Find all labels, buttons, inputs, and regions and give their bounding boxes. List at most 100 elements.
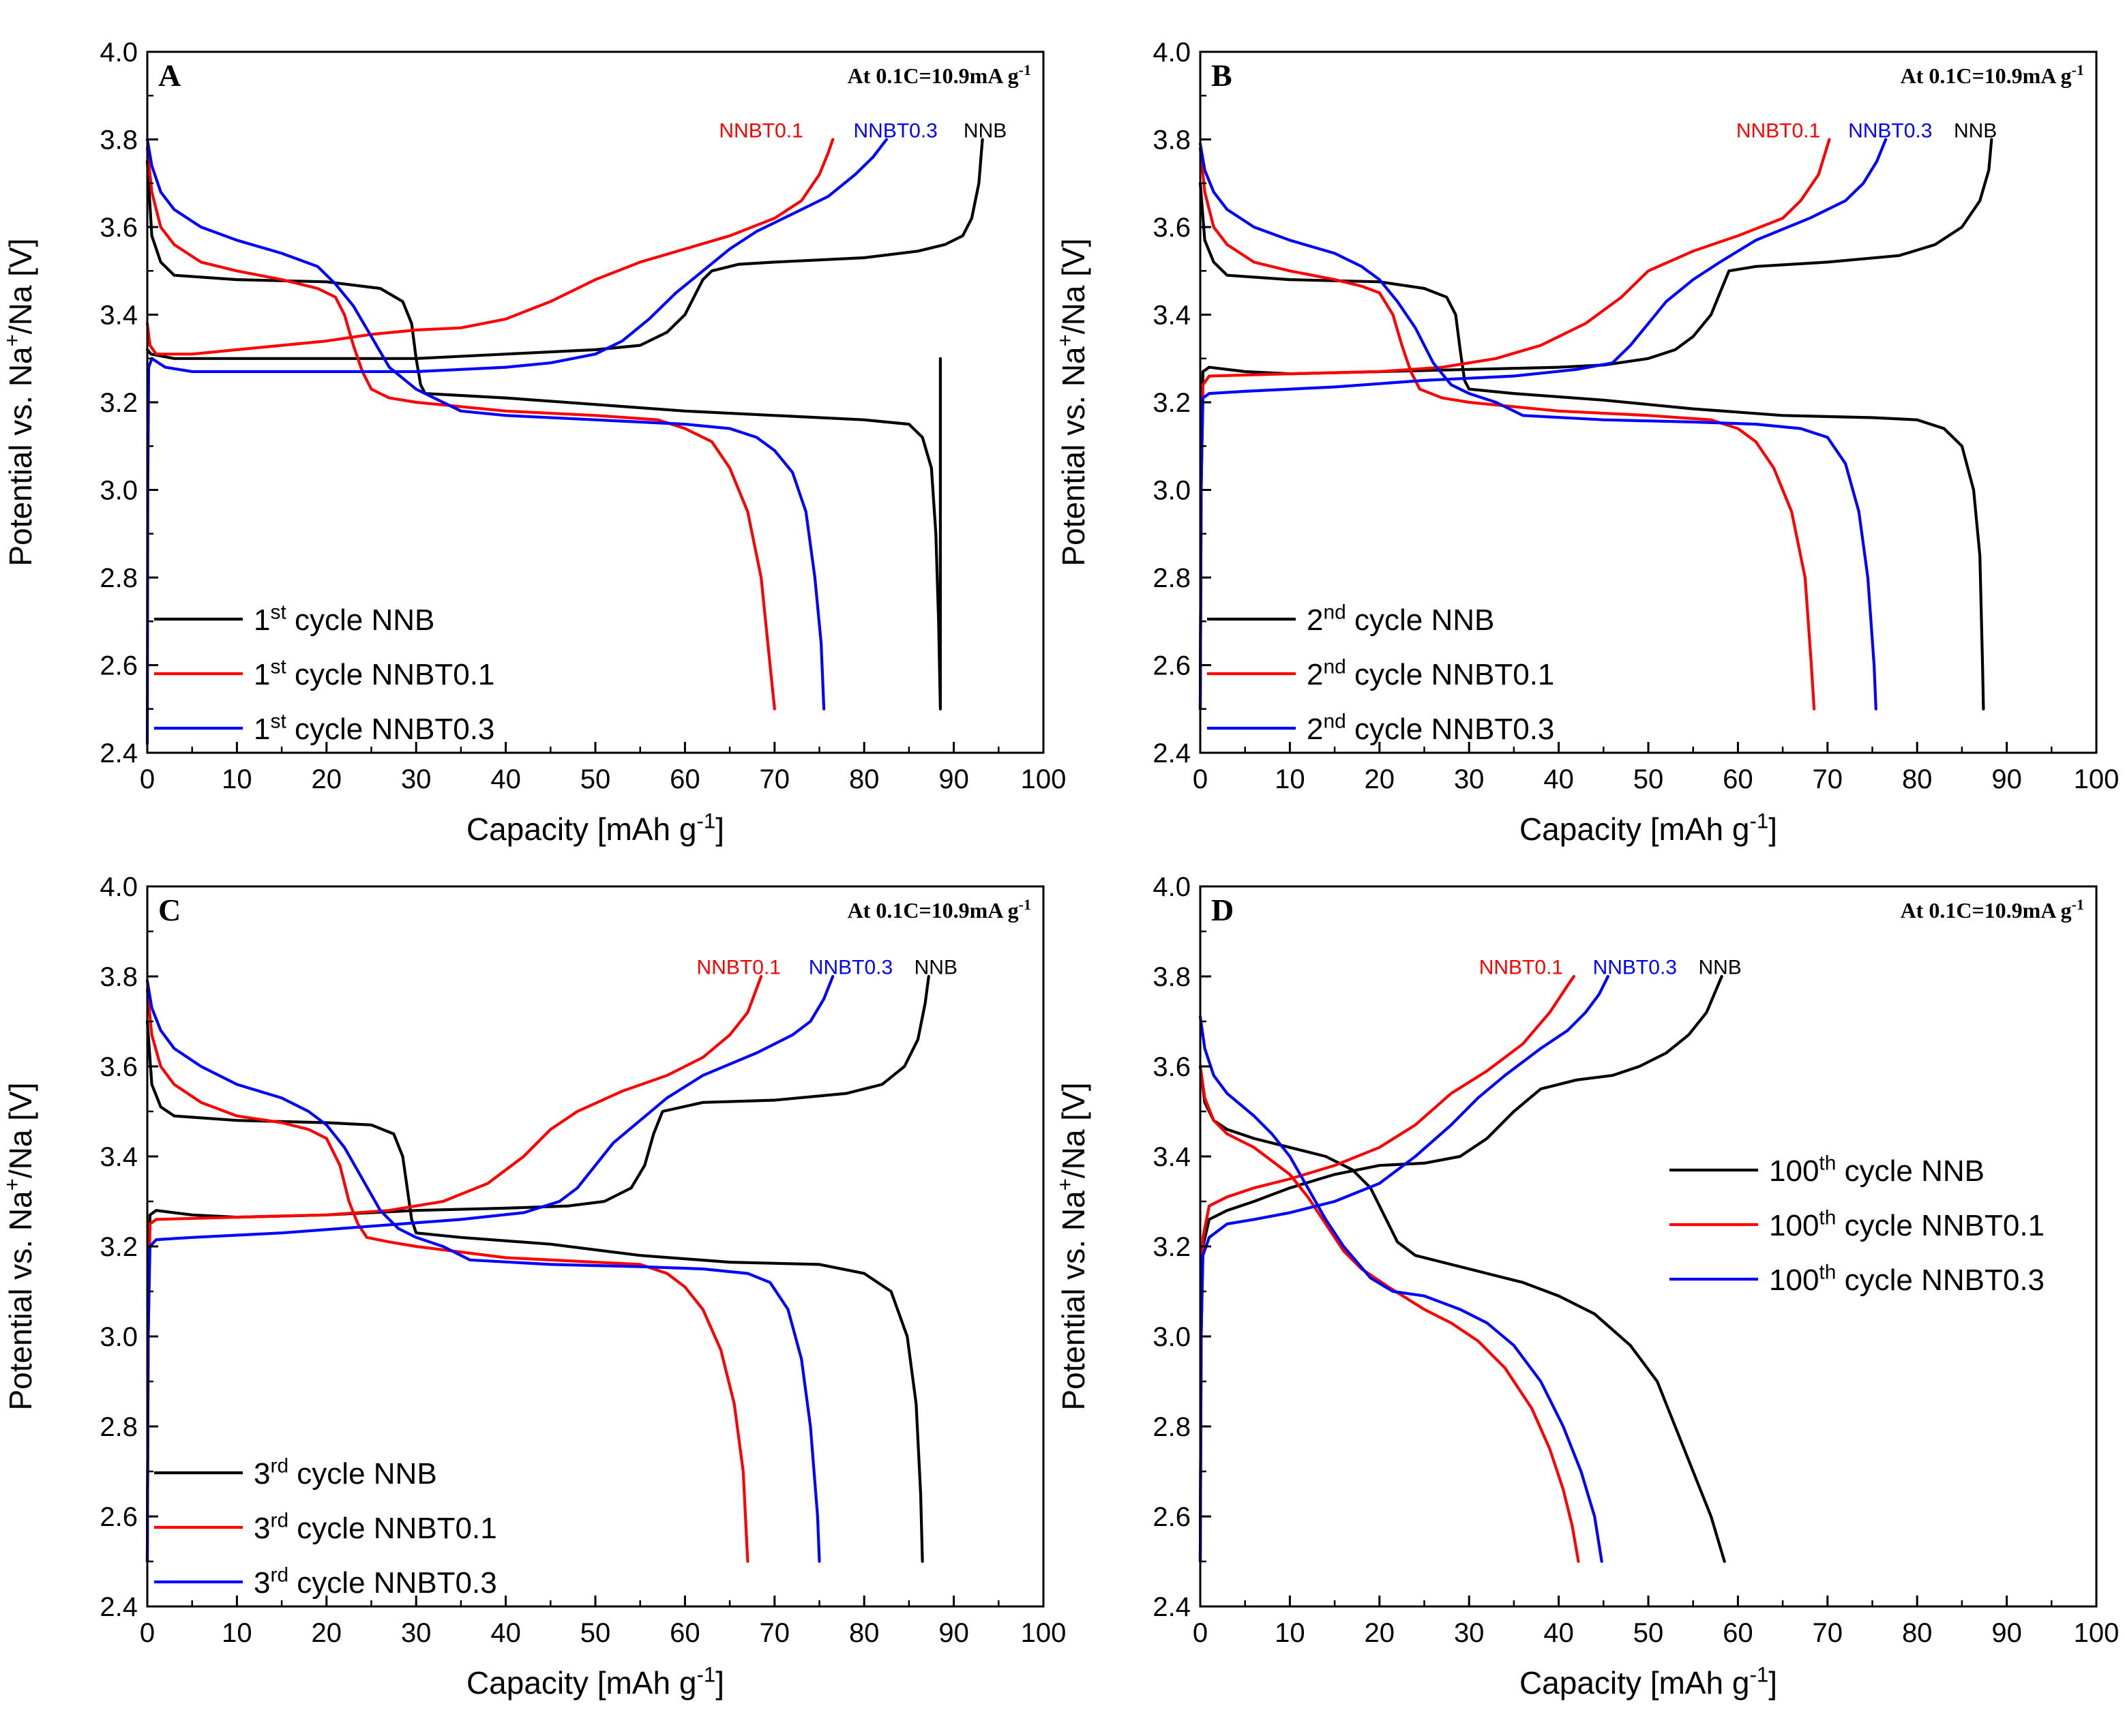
text-part: cycle NNB <box>1346 603 1495 637</box>
x-tick-label: 90 <box>1991 1618 2022 1648</box>
curve-label: NNBT0.3 <box>809 957 893 979</box>
superscript: rd <box>270 1509 288 1531</box>
x-tick-label: 30 <box>401 1618 432 1648</box>
superscript: st <box>270 655 286 678</box>
y-tick-label: 3.2 <box>1153 1232 1191 1262</box>
x-tick-label: 40 <box>1543 764 1574 794</box>
superscript: -1 <box>1749 809 1768 833</box>
panel-letter: D <box>1211 893 1234 927</box>
text-part: ] <box>715 1665 724 1701</box>
y-tick-label: 3.8 <box>100 962 138 992</box>
chart-panel-c: 0 10 20 30 40 50 60 70 80 90 100 2.4 2.6 2.8 3.0 3.2 3.4… <box>1 872 1067 1701</box>
superscript: th <box>1819 1261 1836 1283</box>
x-tick-label: 100 <box>2074 764 2120 794</box>
y-tick-label: 3.6 <box>1153 1052 1191 1082</box>
series-line <box>1198 974 1723 1563</box>
y-tick-label: 3.0 <box>1153 1322 1191 1352</box>
text-part: 3 <box>254 1566 270 1600</box>
plot-frame <box>146 50 1045 754</box>
superscript: st <box>270 710 286 732</box>
x-tick-label: 0 <box>1193 1618 1208 1648</box>
series-line <box>1198 138 1993 710</box>
superscript: -1 <box>696 1663 715 1687</box>
text-part: /Na [V] <box>1056 238 1091 334</box>
text-part: cycle NNBT0.1 <box>1836 1209 2045 1242</box>
series-line <box>145 138 826 710</box>
text-part: 3 <box>254 1512 270 1545</box>
superscript: + <box>1054 1178 1078 1191</box>
x-tick-label: 70 <box>760 764 790 794</box>
series-line <box>145 138 889 746</box>
x-axis-label: Capacity [mAh g-1] <box>1519 1663 1777 1701</box>
curve-label: NNB <box>1698 957 1741 979</box>
x-axis-label: Capacity [mAh g-1] <box>466 809 724 847</box>
y-tick-label: 2.8 <box>1153 1412 1191 1442</box>
rate-note: At 0.1C=10.9mA g-1 <box>848 896 1031 923</box>
y-tick-label: 3.6 <box>1153 213 1191 243</box>
curve-label: NNBT0.1 <box>1736 119 1820 142</box>
y-tick-label: 4.0 <box>1153 38 1191 68</box>
superscript: th <box>1819 1152 1836 1174</box>
x-tick-label: 30 <box>401 764 432 794</box>
x-tick-label: 50 <box>1633 1618 1664 1648</box>
text-part: cycle NNB <box>286 603 435 637</box>
text-part: 3 <box>254 1457 270 1491</box>
x-tick-label: 50 <box>1633 764 1664 794</box>
panel-letter: B <box>1211 58 1232 93</box>
superscript: -1 <box>1749 1663 1768 1687</box>
y-tick-label: 2.8 <box>1153 563 1191 593</box>
x-tick-label: 0 <box>140 1618 155 1648</box>
text-part: 2 <box>1307 713 1323 746</box>
x-tick-label: 50 <box>580 764 611 794</box>
y-tick-label: 4.0 <box>100 38 138 68</box>
y-tick-label: 2.6 <box>100 651 138 681</box>
y-tick-label: 3.6 <box>100 1052 138 1082</box>
plot-frame <box>1199 885 2098 1608</box>
plot-frame <box>1199 50 2098 754</box>
y-tick-label: 3.2 <box>1153 388 1191 418</box>
x-tick-label: 80 <box>1902 764 1933 794</box>
y-tick-label: 2.8 <box>100 563 138 593</box>
series-line <box>145 974 835 1563</box>
superscript: nd <box>1323 601 1346 623</box>
y-tick-label: 2.6 <box>100 1502 138 1532</box>
x-tick-label: 0 <box>1193 764 1208 794</box>
text-part: Potential vs. Na <box>3 1191 38 1411</box>
x-tick-label: 40 <box>490 764 521 794</box>
series-line <box>1198 974 1575 1563</box>
text-part: Capacity [mAh g <box>1519 1665 1749 1701</box>
text-part: Capacity [mAh g <box>466 811 696 847</box>
text-part: Potential vs. Na <box>1056 346 1091 567</box>
y-tick-label: 3.6 <box>100 213 138 243</box>
x-tick-label: 100 <box>1021 1618 1067 1648</box>
superscript: th <box>1819 1206 1836 1229</box>
legend-entry: 2nd cycle NNBT0.1 <box>1307 655 1554 691</box>
y-tick-label: 3.0 <box>100 476 138 506</box>
text-part: /Na [V] <box>1056 1082 1091 1178</box>
legend-entry: 1st cycle NNBT0.1 <box>254 655 494 691</box>
x-tick-label: 10 <box>1275 764 1305 794</box>
y-axis-label: Potential vs. Na+/Na [V] <box>1054 238 1091 566</box>
legend-entry: 1st cycle NNB <box>254 601 434 637</box>
curve-label: NNB <box>1954 119 1997 142</box>
y-tick-label: 3.2 <box>100 1232 138 1262</box>
text-part: Potential vs. Na <box>3 346 38 567</box>
series-line <box>145 138 835 356</box>
text-part: Capacity [mAh g <box>466 1665 696 1701</box>
series-line <box>1198 142 1877 710</box>
text-part: cycle NNB <box>288 1457 437 1491</box>
x-axis-label: Capacity [mAh g-1] <box>466 1663 724 1701</box>
y-tick-label: 4.0 <box>1153 872 1191 902</box>
y-tick-label: 3.2 <box>100 388 138 418</box>
rate-note: At 0.1C=10.9mA g-1 <box>848 61 1031 88</box>
series-line <box>1198 181 1985 710</box>
legend-entry: 3rd cycle NNBT0.3 <box>254 1563 497 1600</box>
y-axis-label: Potential vs. Na+/Na [V] <box>1 238 38 566</box>
x-tick-label: 80 <box>849 1618 880 1648</box>
series-line <box>1198 147 1816 710</box>
x-tick-label: 60 <box>1723 764 1753 794</box>
